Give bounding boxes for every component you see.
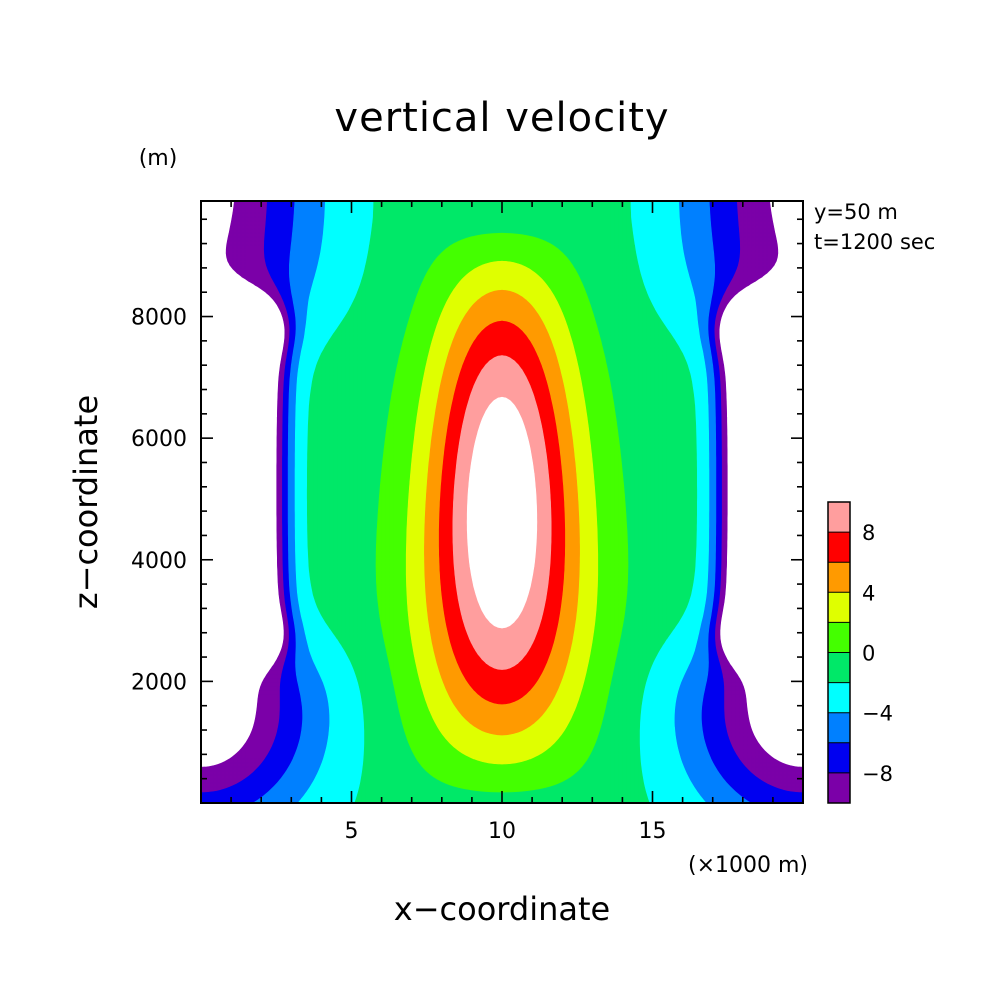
colorbar-swatch — [828, 532, 850, 562]
x-tick-label: 5 — [345, 819, 359, 844]
y-unit-label: (m) — [139, 146, 178, 171]
chart-title: vertical velocity — [334, 95, 669, 141]
colorbar-swatch — [828, 773, 850, 803]
colorbar-swatch — [828, 683, 850, 713]
x-axis-label: x−coordinate — [394, 890, 610, 928]
colorbar-swatch — [828, 562, 850, 592]
colorbar-swatch — [828, 622, 850, 652]
colorbar-swatch — [828, 653, 850, 683]
y-tick-label: 8000 — [131, 306, 187, 331]
annotation-t: t=1200 sec — [814, 230, 935, 254]
x-tick-label: 10 — [488, 819, 516, 844]
colorbar-swatch — [828, 502, 850, 532]
colorbar-label: −4 — [862, 702, 893, 726]
contour-band-11 — [467, 397, 537, 628]
colorbar-swatch — [828, 743, 850, 773]
colorbar-swatch — [828, 713, 850, 743]
y-axis-label: z−coordinate — [67, 395, 105, 609]
y-tick-label: 2000 — [131, 670, 187, 695]
colorbar-label: 4 — [862, 581, 875, 605]
x-tick-label: 15 — [639, 819, 667, 844]
y-tick-label: 4000 — [131, 549, 187, 574]
x-unit-label: (×1000 m) — [688, 853, 808, 878]
colorbar-swatch — [828, 592, 850, 622]
colorbar-label: −8 — [862, 762, 893, 786]
colorbar-label: 8 — [862, 521, 875, 545]
colorbar: 8 4 0 −4 −8 — [828, 502, 893, 803]
colorbar-label: 0 — [862, 642, 875, 666]
y-tick-label: 6000 — [131, 427, 187, 452]
annotation-y: y=50 m — [814, 200, 898, 224]
contour-field — [201, 201, 803, 803]
